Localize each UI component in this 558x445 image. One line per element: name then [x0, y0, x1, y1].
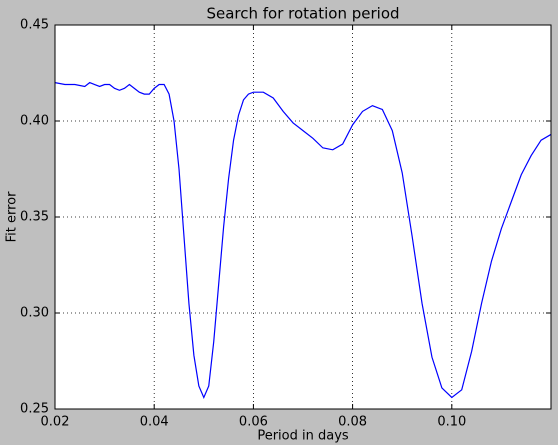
data-line — [54, 81, 552, 399]
plot-frame — [54, 24, 552, 410]
x-tick-label: 0.04 — [140, 415, 169, 430]
y-axis-label: Fit error — [5, 191, 20, 243]
x-tick-label: 0.06 — [239, 415, 268, 430]
x-axis-label: Period in days — [257, 429, 349, 444]
y-tick-label: 0.25 — [20, 402, 49, 417]
y-tick-label: 0.40 — [20, 114, 49, 129]
y-tick-label: 0.35 — [20, 210, 49, 225]
x-tick-label: 0.08 — [338, 415, 367, 430]
y-tick-label: 0.30 — [20, 306, 49, 321]
x-tick-label: 0.02 — [41, 415, 70, 430]
x-tick-label: 0.10 — [437, 415, 466, 430]
y-tick-label: 0.45 — [20, 18, 49, 33]
chart-title: Search for rotation period — [206, 5, 399, 23]
